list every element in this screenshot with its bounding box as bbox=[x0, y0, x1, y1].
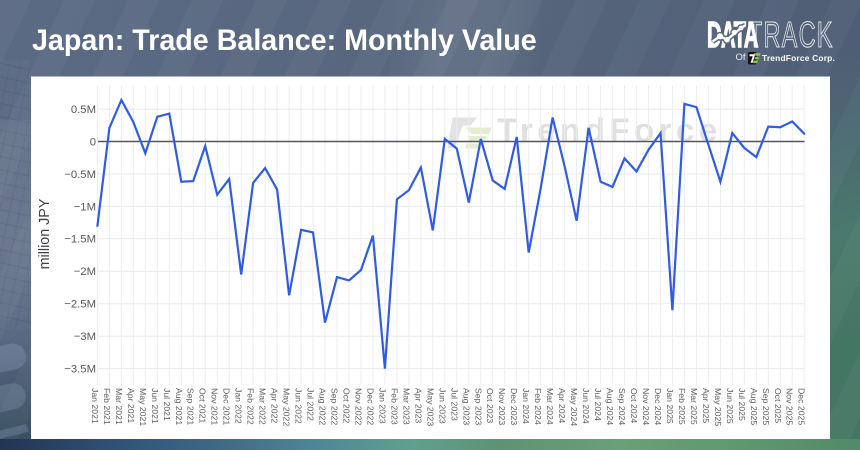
svg-text:Apr 2022: Apr 2022 bbox=[270, 388, 280, 423]
svg-text:TrendForce: TrendForce bbox=[497, 112, 722, 149]
svg-text:Jun 2024: Jun 2024 bbox=[581, 388, 591, 424]
svg-text:Nov 2025: Nov 2025 bbox=[785, 388, 795, 425]
svg-text:May 2022: May 2022 bbox=[282, 388, 292, 426]
svg-text:Sep 2022: Sep 2022 bbox=[330, 388, 340, 425]
svg-text:Aug 2025: Aug 2025 bbox=[749, 388, 759, 425]
svg-text:Dec 2024: Dec 2024 bbox=[653, 388, 663, 425]
svg-text:Dec 2023: Dec 2023 bbox=[509, 388, 519, 425]
svg-text:−3.5M: −3.5M bbox=[64, 364, 96, 376]
svg-text:Mar 2023: Mar 2023 bbox=[401, 388, 411, 425]
svg-text:Mar 2025: Mar 2025 bbox=[689, 388, 699, 425]
svg-text:Oct 2022: Oct 2022 bbox=[342, 388, 352, 423]
svg-text:million JPY: million JPY bbox=[37, 198, 53, 269]
svg-text:Mar 2024: Mar 2024 bbox=[545, 388, 555, 425]
svg-text:Jul 2025: Jul 2025 bbox=[737, 388, 747, 421]
svg-text:Oct 2021: Oct 2021 bbox=[198, 388, 208, 423]
svg-text:Jan 2025: Jan 2025 bbox=[665, 388, 675, 424]
svg-text:Feb 2025: Feb 2025 bbox=[677, 388, 687, 425]
svg-text:Jul 2023: Jul 2023 bbox=[449, 388, 459, 421]
svg-text:Jun 2021: Jun 2021 bbox=[150, 388, 160, 424]
svg-text:Nov 2023: Nov 2023 bbox=[497, 388, 507, 425]
svg-text:Jun 2022: Jun 2022 bbox=[294, 388, 304, 424]
svg-text:May 2021: May 2021 bbox=[138, 388, 148, 426]
svg-text:Oct 2023: Oct 2023 bbox=[485, 388, 495, 423]
svg-text:−2M: −2M bbox=[74, 266, 96, 278]
svg-text:Aug 2021: Aug 2021 bbox=[174, 388, 184, 425]
svg-text:−3M: −3M bbox=[74, 331, 96, 343]
svg-text:Nov 2024: Nov 2024 bbox=[641, 388, 651, 425]
svg-text:Aug 2023: Aug 2023 bbox=[461, 388, 471, 425]
svg-text:Feb 2021: Feb 2021 bbox=[102, 388, 112, 425]
svg-text:Jul 2024: Jul 2024 bbox=[593, 388, 603, 421]
svg-text:Jan 2023: Jan 2023 bbox=[377, 388, 387, 424]
svg-text:Feb 2024: Feb 2024 bbox=[533, 388, 543, 425]
svg-text:Jul 2022: Jul 2022 bbox=[306, 388, 316, 421]
svg-text:Oct 2024: Oct 2024 bbox=[629, 388, 639, 423]
svg-text:0: 0 bbox=[90, 136, 96, 148]
svg-text:−1.5M: −1.5M bbox=[64, 234, 96, 246]
svg-text:−1M: −1M bbox=[74, 201, 96, 213]
svg-text:Sep 2023: Sep 2023 bbox=[473, 388, 483, 425]
svg-text:Jun 2025: Jun 2025 bbox=[725, 388, 735, 424]
svg-text:Aug 2022: Aug 2022 bbox=[318, 388, 328, 425]
svg-text:Nov 2022: Nov 2022 bbox=[354, 388, 364, 425]
svg-text:Mar 2022: Mar 2022 bbox=[258, 388, 268, 425]
svg-text:0.5M: 0.5M bbox=[71, 104, 96, 116]
svg-text:Jan 2022: Jan 2022 bbox=[234, 388, 244, 424]
svg-text:−0.5M: −0.5M bbox=[64, 169, 96, 181]
svg-text:Jun 2023: Jun 2023 bbox=[437, 388, 447, 424]
svg-text:Apr 2025: Apr 2025 bbox=[701, 388, 711, 423]
svg-text:−2.5M: −2.5M bbox=[64, 299, 96, 311]
svg-text:Jan 2021: Jan 2021 bbox=[90, 388, 100, 424]
svg-text:Aug 2024: Aug 2024 bbox=[605, 388, 615, 425]
svg-text:Jul 2021: Jul 2021 bbox=[162, 388, 172, 421]
svg-text:Dec 2022: Dec 2022 bbox=[365, 388, 375, 425]
svg-text:Sep 2025: Sep 2025 bbox=[761, 388, 771, 425]
svg-text:Apr 2024: Apr 2024 bbox=[557, 388, 567, 423]
svg-text:Jan 2024: Jan 2024 bbox=[521, 388, 531, 424]
svg-text:Mar 2021: Mar 2021 bbox=[114, 388, 124, 425]
svg-text:Dec 2025: Dec 2025 bbox=[797, 388, 807, 425]
svg-text:Apr 2021: Apr 2021 bbox=[126, 388, 136, 423]
svg-text:Dec 2021: Dec 2021 bbox=[222, 388, 232, 425]
svg-text:May 2023: May 2023 bbox=[425, 388, 435, 426]
svg-text:May 2024: May 2024 bbox=[569, 388, 579, 426]
svg-text:Apr 2023: Apr 2023 bbox=[413, 388, 423, 423]
svg-text:Nov 2021: Nov 2021 bbox=[210, 388, 220, 425]
svg-text:Oct 2025: Oct 2025 bbox=[773, 388, 783, 423]
svg-text:Feb 2022: Feb 2022 bbox=[246, 388, 256, 425]
svg-text:Sep 2021: Sep 2021 bbox=[186, 388, 196, 425]
svg-text:May 2025: May 2025 bbox=[713, 388, 723, 426]
svg-text:Feb 2023: Feb 2023 bbox=[389, 388, 399, 425]
svg-text:Sep 2024: Sep 2024 bbox=[617, 388, 627, 425]
